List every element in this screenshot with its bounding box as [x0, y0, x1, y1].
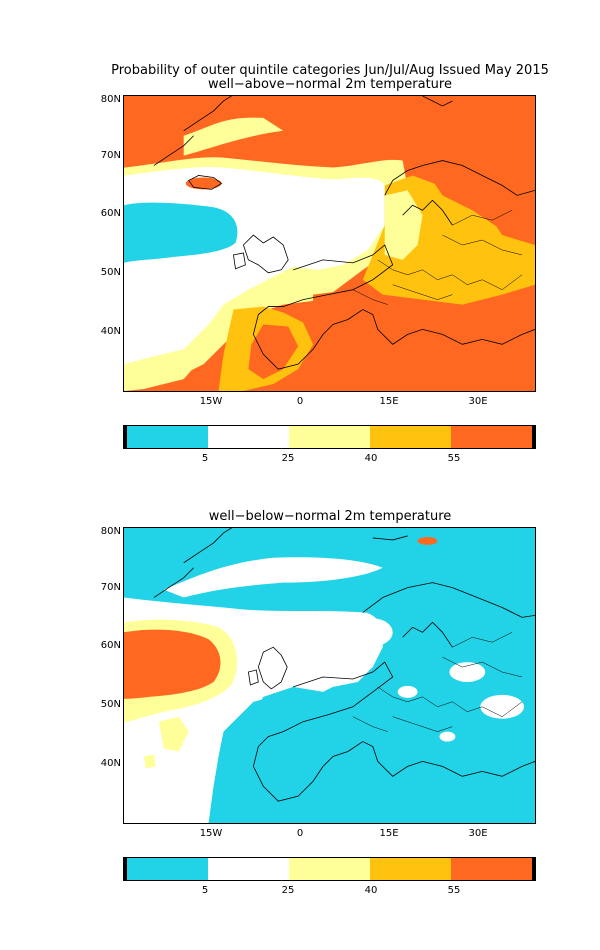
colorbar-segment	[451, 858, 532, 880]
top-lon-label-30e: 30E	[468, 396, 488, 407]
top-colorbar-label-5: 5	[201, 453, 209, 464]
top-lat-label-70n: 70N	[100, 150, 121, 161]
top-lat-label-80n: 80N	[100, 94, 121, 105]
top-lat-label-60n: 60N	[100, 208, 121, 219]
top-colorbar-label-25: 25	[281, 453, 295, 464]
bottom-lon-label-30e: 30E	[468, 828, 488, 839]
top-lat-label-40n: 40N	[100, 326, 121, 337]
bottom-colorbar-label-5: 5	[201, 885, 209, 896]
top-map-panel	[123, 95, 536, 392]
top-colorbar	[123, 425, 536, 449]
bottom-colorbar-label-25: 25	[281, 885, 295, 896]
bottom-lat-label-70n: 70N	[100, 582, 121, 593]
top-panel-title: well−above−normal 2m temperature	[208, 77, 452, 92]
top-lat-label-50n: 50N	[100, 267, 121, 278]
colorbar-segment	[127, 426, 208, 448]
top-map-svg	[124, 96, 535, 391]
colorbar-segment	[208, 426, 289, 448]
bottom-lat-label-80n: 80N	[100, 526, 121, 537]
main-title: Probability of outer quintile categories…	[111, 63, 549, 78]
bottom-colorbar	[123, 857, 536, 881]
bottom-lat-label-40n: 40N	[100, 758, 121, 769]
bottom-lon-label-15e: 15E	[379, 828, 399, 839]
top-lon-label-15w: 15W	[199, 396, 223, 407]
top-colorbar-label-40: 40	[364, 453, 378, 464]
bottom-colorbar-label-55: 55	[447, 885, 461, 896]
bottom-lat-label-50n: 50N	[100, 699, 121, 710]
bottom-panel-title: well−below−normal 2m temperature	[208, 509, 452, 524]
colorbar-segment	[451, 426, 532, 448]
colorbar-segment	[289, 858, 370, 880]
bottom-map-svg	[124, 528, 535, 823]
top-colorbar-label-55: 55	[447, 453, 461, 464]
bottom-lon-label-15w: 15W	[199, 828, 223, 839]
colorbar-segment	[370, 426, 451, 448]
bottom-map-panel	[123, 527, 536, 824]
top-lon-label-0: 0	[296, 396, 304, 407]
bottom-lon-label-0: 0	[296, 828, 304, 839]
colorbar-segment	[370, 858, 451, 880]
colorbar-segment	[127, 858, 208, 880]
bottom-lat-label-60n: 60N	[100, 640, 121, 651]
top-lon-label-15e: 15E	[379, 396, 399, 407]
colorbar-segment	[208, 858, 289, 880]
colorbar-segment	[289, 426, 370, 448]
bottom-colorbar-label-40: 40	[364, 885, 378, 896]
